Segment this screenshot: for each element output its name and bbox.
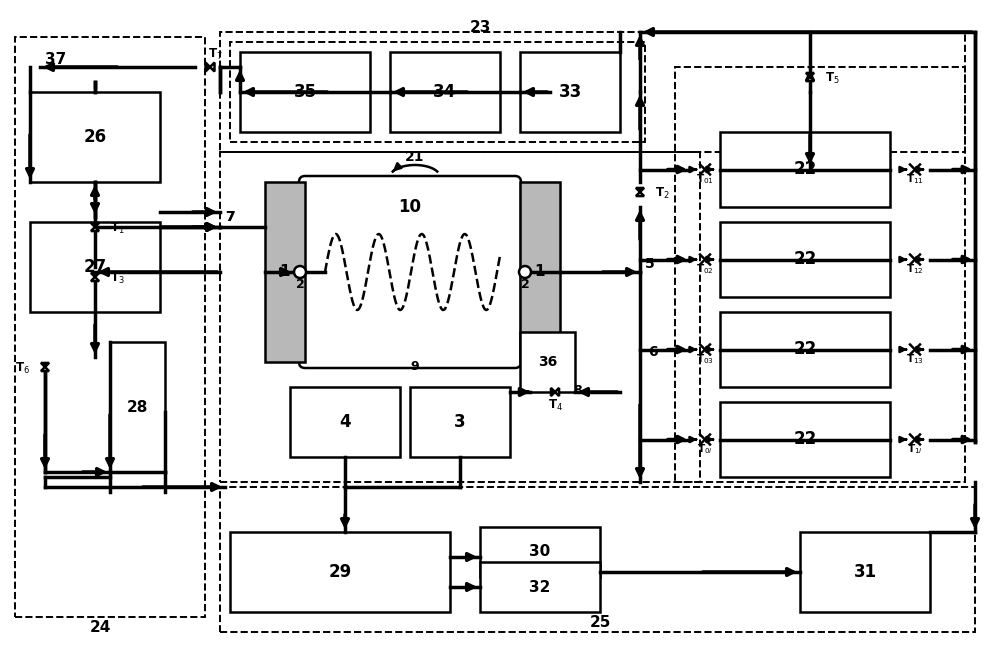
Circle shape (519, 266, 531, 278)
Polygon shape (210, 63, 214, 72)
Bar (240, 52, 370, 132)
Text: 28: 28 (127, 400, 148, 415)
Circle shape (294, 266, 306, 278)
Text: 29: 29 (328, 563, 352, 581)
Text: 36: 36 (538, 355, 557, 369)
Text: 32: 32 (529, 580, 551, 595)
Text: 1: 1 (280, 265, 290, 280)
Bar (410, 387, 510, 457)
Text: 8: 8 (573, 383, 582, 396)
Bar (230, 532, 450, 612)
Text: T$_5$: T$_5$ (825, 70, 840, 85)
Bar (800, 532, 930, 612)
Text: 26: 26 (83, 128, 107, 146)
Bar (720, 222, 890, 297)
Text: 22: 22 (793, 250, 817, 269)
Polygon shape (806, 73, 814, 77)
Text: T$_{11}$: T$_{11}$ (906, 173, 924, 186)
Polygon shape (555, 388, 559, 396)
Text: T$_2$: T$_2$ (655, 185, 670, 201)
Polygon shape (91, 273, 99, 277)
Text: 34: 34 (433, 83, 457, 101)
Text: T$_1$: T$_1$ (110, 220, 125, 235)
Text: 24: 24 (89, 620, 111, 635)
Text: 21: 21 (405, 150, 425, 164)
Polygon shape (636, 188, 644, 192)
Text: T$_{03}$: T$_{03}$ (696, 353, 714, 366)
Text: 22: 22 (793, 340, 817, 359)
Text: 22: 22 (793, 430, 817, 449)
Text: 3: 3 (454, 413, 466, 431)
Text: 25: 25 (589, 615, 611, 630)
Polygon shape (636, 192, 644, 196)
Bar (15, 37, 205, 617)
Text: 37: 37 (45, 52, 66, 67)
Bar (480, 527, 600, 577)
Text: 6: 6 (648, 345, 658, 359)
Text: 1: 1 (535, 265, 545, 280)
Text: 23: 23 (469, 20, 491, 35)
Polygon shape (41, 363, 49, 367)
Text: 27: 27 (83, 258, 107, 276)
Text: 30: 30 (529, 544, 551, 559)
Polygon shape (206, 63, 210, 72)
Polygon shape (551, 388, 555, 396)
FancyBboxPatch shape (299, 176, 521, 368)
Polygon shape (41, 367, 49, 371)
Bar (720, 402, 890, 477)
Bar (110, 342, 165, 472)
Text: T$_{0i}$: T$_{0i}$ (697, 443, 713, 456)
Text: 7: 7 (225, 210, 235, 224)
Text: 5: 5 (645, 257, 655, 271)
Polygon shape (91, 227, 99, 231)
Bar (220, 152, 700, 482)
Text: T$_{13}$: T$_{13}$ (906, 353, 924, 366)
Bar (290, 387, 400, 457)
Bar (220, 487, 975, 632)
Polygon shape (806, 77, 814, 81)
Bar (230, 42, 645, 142)
Text: T$_3$: T$_3$ (110, 271, 125, 286)
Bar (675, 67, 965, 482)
Bar (520, 182, 560, 362)
Bar (30, 92, 160, 182)
Text: T$_7$: T$_7$ (208, 46, 222, 61)
Text: T$_4$: T$_4$ (548, 398, 562, 413)
Text: 10: 10 (398, 198, 422, 216)
Bar (520, 52, 620, 132)
Text: 33: 33 (558, 83, 582, 101)
Polygon shape (91, 223, 99, 227)
Bar (265, 182, 305, 362)
Text: 2: 2 (296, 278, 304, 291)
Bar (480, 562, 600, 612)
Text: 2: 2 (521, 278, 529, 291)
Text: T$_{1i}$: T$_{1i}$ (907, 443, 923, 456)
Text: 7: 7 (225, 210, 235, 224)
Text: 9: 9 (411, 361, 419, 374)
Bar (30, 222, 160, 312)
Bar (720, 312, 890, 387)
Text: 22: 22 (793, 160, 817, 179)
Text: 4: 4 (339, 413, 351, 431)
Polygon shape (91, 277, 99, 281)
Bar (220, 32, 965, 152)
Bar (720, 132, 890, 207)
Text: 35: 35 (293, 83, 317, 101)
Text: T$_{12}$: T$_{12}$ (906, 263, 924, 276)
Text: T$_{02}$: T$_{02}$ (696, 263, 714, 276)
Bar (520, 332, 575, 392)
Text: T$_6$: T$_6$ (15, 361, 30, 376)
Text: 31: 31 (853, 563, 877, 581)
Text: T$_{01}$: T$_{01}$ (696, 173, 714, 186)
Bar (390, 52, 500, 132)
